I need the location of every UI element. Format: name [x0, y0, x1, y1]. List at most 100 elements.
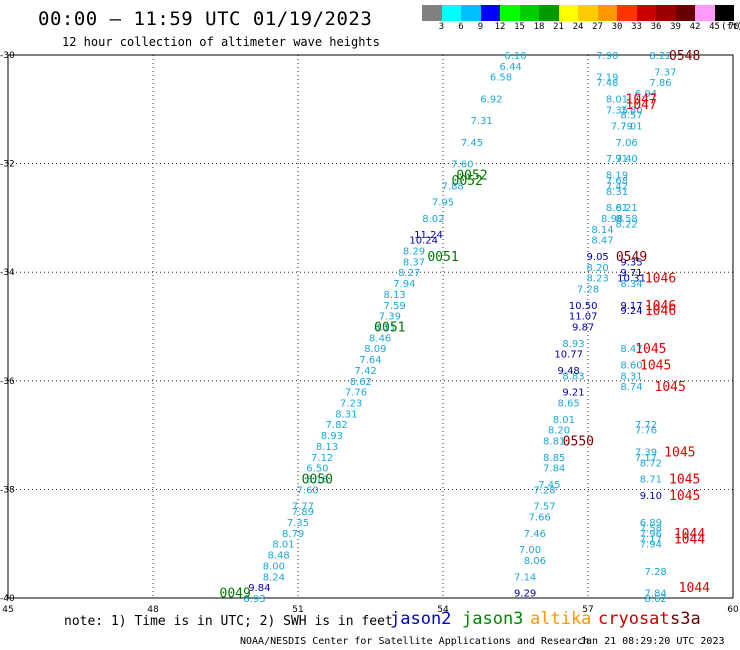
swh-point-s3a: 8.98: [601, 214, 623, 225]
track-time-label: 0548: [669, 49, 700, 64]
swh-point-cryosat: 7.76: [635, 426, 657, 437]
swh-point-cryosat: 7.28: [645, 567, 667, 578]
x-tick-label: 48: [147, 605, 159, 615]
swh-point-s3a: 9.29: [514, 589, 536, 600]
track-time-label: 1044: [674, 532, 705, 547]
swh-point-s3a: 7.06: [616, 138, 638, 149]
scale-label: 12: [494, 22, 506, 32]
swh-point-jason3: 9.84: [248, 583, 270, 594]
swh-point-jason3: 8.27: [398, 268, 420, 279]
track-time-label: 1045: [669, 489, 700, 504]
swh-point-cryosat: 7.96: [640, 529, 662, 540]
scale-swatch: [617, 5, 637, 21]
swh-point-cryosat: 7.72: [635, 420, 657, 431]
y-tick-label: -40: [0, 594, 15, 604]
swh-point-jason3: 8.93: [243, 594, 265, 605]
swh-point-jason3: 7.76: [345, 388, 367, 399]
swh-point-s3a: 10.77: [554, 350, 583, 361]
swh-point-s3a: 7.91: [606, 154, 628, 165]
swh-point-cryosat: 7.80: [620, 105, 642, 116]
swh-point-s3a: 10.50: [569, 301, 598, 312]
swh-point-s3a: 8.65: [558, 399, 580, 410]
scale-label: 30: [611, 22, 623, 32]
swh-point-jason3: 7.59: [384, 301, 406, 312]
scale-swatch: [656, 5, 676, 21]
y-tick-label: -36: [0, 377, 15, 387]
scale-label: 15: [514, 22, 525, 32]
scale-swatch: [597, 5, 617, 21]
scale-label: 27: [592, 22, 603, 32]
swh-point-cryosat: 8.58: [616, 214, 638, 225]
swh-point-jason3: 8.01: [272, 540, 294, 551]
swh-point-cryosat: 10.31: [617, 274, 646, 285]
track-time-label: 1045: [669, 473, 700, 488]
scale-label: 70: [728, 22, 740, 32]
x-tick-label: 51: [292, 605, 303, 615]
scale-label: 39: [670, 22, 681, 32]
swh-point-jason3: 7.39: [379, 312, 401, 323]
swh-point-s3a: 7.79: [611, 122, 633, 133]
swh-point-cryosat: 8.57: [620, 111, 642, 122]
legend-s3a: s3a: [670, 609, 701, 629]
swh-point-cryosat: 8.22: [649, 51, 671, 62]
scale-swatch: [675, 5, 695, 21]
x-tick-label: 54: [437, 605, 449, 615]
swh-point-jason3: 7.42: [355, 366, 377, 377]
swh-point-s3a: 8.01: [606, 94, 628, 105]
swh-point-cryosat: 7.42: [606, 181, 628, 192]
swh-point-s3a: 8.14: [591, 225, 613, 236]
swh-point-jason3: 7.60: [297, 485, 319, 496]
swh-point-cryosat: 6.94: [635, 89, 657, 100]
swh-point-cryosat: 7.17: [635, 453, 657, 464]
scale-label: 6: [458, 22, 464, 32]
swh-point-s3a: 9.21: [562, 388, 584, 399]
color-scale-bar: [422, 5, 734, 21]
swh-point-s3a: 8.23: [587, 274, 609, 285]
swh-point-s3a: 8.01: [553, 415, 575, 426]
track-time-label: 1046: [645, 299, 676, 314]
legend-cryosat: cryosat: [598, 609, 670, 629]
scale-swatch: [539, 5, 559, 21]
swh-point-s3a: 7.14: [514, 572, 536, 583]
swh-point-jason3: 8.37: [403, 257, 425, 268]
track-time-label: 1045: [655, 380, 686, 395]
swh-point-s3a: 8.61: [606, 203, 628, 214]
swh-point-cryosat: 9.24: [620, 306, 642, 317]
swh-point-cryosat: 9.10: [640, 491, 662, 502]
swh-point-jason3: 7.45: [461, 138, 483, 149]
swh-point-cryosat: 7.58: [640, 523, 662, 534]
swh-point-jason3: 8.31: [335, 409, 357, 420]
swh-point-cryosat: 9.71: [620, 268, 642, 279]
swh-point-cryosat: 7.37: [654, 67, 676, 78]
swh-point-cryosat: 7.40: [616, 154, 638, 165]
y-tick-label: -38: [0, 485, 15, 495]
swh-point-cryosat: 7.17: [640, 534, 662, 545]
swh-point-jason3: 7.77: [292, 502, 314, 513]
swh-point-cryosat: 7.84: [645, 589, 667, 600]
legend-jason3: jason3: [462, 609, 524, 629]
swh-point-s3a: 7.90: [596, 51, 618, 62]
swh-point-jason3: 7.60: [451, 160, 473, 171]
scale-swatch: [578, 5, 598, 21]
track-time-label: 1046: [645, 272, 676, 287]
footer-note: note: 1) Time is in UTC; 2) SWH is in fe…: [64, 614, 393, 629]
scale-unit: (ft): [721, 22, 740, 32]
swh-point-s3a: 8.20: [548, 426, 570, 437]
swh-point-jason3: 8.48: [268, 551, 290, 562]
legend-altika: altika: [530, 609, 592, 629]
swh-point-jason3: 7.94: [393, 279, 415, 290]
swh-point-jason3: 7.89: [292, 507, 314, 518]
scale-label: 45: [709, 22, 720, 32]
track-time-label: 0549: [616, 250, 647, 265]
swh-point-s3a: 7.84: [543, 464, 565, 475]
track-time-label: 1046: [645, 304, 676, 319]
swh-point-jason3: 8.46: [369, 333, 391, 344]
swh-point-cryosat: 8.47: [620, 344, 642, 355]
swh-point-s3a: 7.19: [596, 73, 618, 84]
track-time-label: 0052: [456, 168, 487, 183]
swh-point-s3a: 7.28: [533, 485, 555, 496]
swh-point-cryosat: 7.39: [635, 447, 657, 458]
swh-point-jason3: 6.50: [306, 464, 328, 475]
swh-point-jason3: 7.35: [287, 518, 309, 529]
track-time-label: 0051: [374, 321, 405, 336]
